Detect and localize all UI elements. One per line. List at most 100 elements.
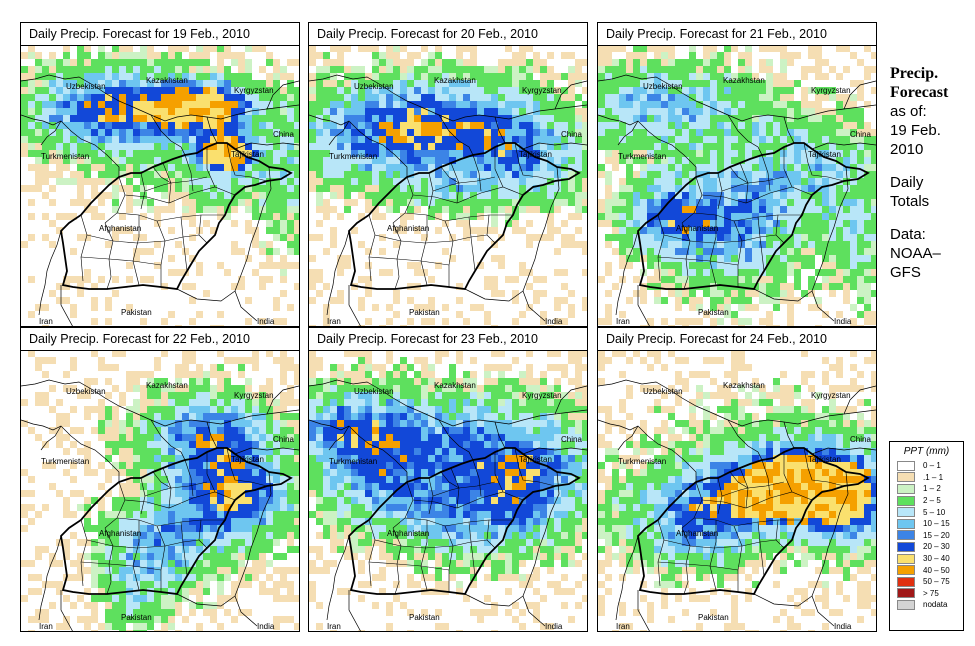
precip-cell bbox=[850, 129, 857, 136]
precip-cell bbox=[273, 448, 280, 455]
precip-cell bbox=[266, 108, 273, 115]
precip-cell bbox=[280, 371, 287, 378]
precip-cell bbox=[731, 115, 738, 122]
precip-cell bbox=[21, 115, 28, 122]
precip-cell bbox=[70, 311, 77, 318]
precip-cell bbox=[105, 581, 112, 588]
precip-cell bbox=[294, 364, 299, 371]
precip-cell bbox=[316, 178, 323, 185]
precip-cell bbox=[787, 136, 794, 143]
country-border bbox=[150, 114, 186, 156]
precip-cell bbox=[351, 108, 358, 115]
precip-cell bbox=[605, 304, 612, 311]
precip-cell bbox=[575, 206, 582, 213]
precip-cell bbox=[808, 283, 815, 290]
precip-cell bbox=[808, 262, 815, 269]
precip-cell bbox=[273, 80, 280, 87]
precip-cell bbox=[752, 269, 759, 276]
precip-cell bbox=[491, 73, 498, 80]
precip-cell bbox=[505, 378, 512, 385]
precip-cell bbox=[175, 171, 182, 178]
precip-cell bbox=[337, 171, 344, 178]
precip-cell bbox=[605, 94, 612, 101]
precip-cell bbox=[463, 108, 470, 115]
precip-cell bbox=[598, 115, 605, 122]
precip-cell bbox=[843, 269, 850, 276]
precip-cell bbox=[857, 143, 864, 150]
precip-cell bbox=[400, 399, 407, 406]
precip-cell bbox=[864, 241, 871, 248]
precip-cell bbox=[689, 220, 696, 227]
precip-cell bbox=[189, 413, 196, 420]
precip-cell bbox=[675, 66, 682, 73]
precip-cell bbox=[56, 581, 63, 588]
precip-cell bbox=[231, 94, 238, 101]
precip-cell bbox=[696, 94, 703, 101]
precip-cell bbox=[63, 497, 70, 504]
precip-cell bbox=[49, 220, 56, 227]
precip-cell bbox=[843, 220, 850, 227]
precip-cell bbox=[654, 129, 661, 136]
precip-cell bbox=[238, 490, 245, 497]
precip-cell bbox=[540, 143, 547, 150]
precip-cell bbox=[710, 185, 717, 192]
precip-cell bbox=[598, 59, 605, 66]
precip-cell bbox=[280, 441, 287, 448]
precip-cell bbox=[344, 136, 351, 143]
precip-cell bbox=[203, 511, 210, 518]
precip-cell bbox=[731, 185, 738, 192]
precip-cell bbox=[203, 539, 210, 546]
precip-cell bbox=[703, 143, 710, 150]
precip-cell bbox=[435, 73, 442, 80]
precip-cell bbox=[463, 227, 470, 234]
precip-cell bbox=[168, 129, 175, 136]
precip-cell bbox=[463, 136, 470, 143]
precip-cell bbox=[619, 255, 626, 262]
precip-cell bbox=[266, 80, 273, 87]
precip-cell bbox=[456, 185, 463, 192]
precip-cell bbox=[864, 129, 871, 136]
precip-cell bbox=[330, 87, 337, 94]
precip-cell bbox=[540, 171, 547, 178]
precip-cell bbox=[498, 66, 505, 73]
precip-cell bbox=[745, 150, 752, 157]
precip-cell bbox=[393, 59, 400, 66]
precip-cell bbox=[28, 311, 35, 318]
precip-cell bbox=[724, 297, 731, 304]
precip-cell bbox=[56, 623, 63, 630]
precip-cell bbox=[752, 171, 759, 178]
precip-cell bbox=[245, 73, 252, 80]
precip-cell bbox=[477, 66, 484, 73]
precip-cell bbox=[35, 101, 42, 108]
precip-cell bbox=[175, 490, 182, 497]
precip-cell bbox=[168, 392, 175, 399]
precip-cell bbox=[126, 171, 133, 178]
precip-cell bbox=[773, 73, 780, 80]
precip-cell bbox=[161, 66, 168, 73]
precip-cell bbox=[519, 143, 526, 150]
precip-cell bbox=[449, 108, 456, 115]
precip-cell bbox=[759, 45, 766, 52]
precip-cell bbox=[554, 94, 561, 101]
precip-cell bbox=[850, 213, 857, 220]
precip-cell bbox=[77, 192, 84, 199]
precip-cell bbox=[105, 476, 112, 483]
precip-cell bbox=[344, 115, 351, 122]
precip-cell bbox=[582, 297, 587, 304]
precip-cell bbox=[463, 234, 470, 241]
precip-cell bbox=[519, 371, 526, 378]
precip-cell bbox=[568, 290, 575, 297]
precip-cell bbox=[217, 350, 224, 357]
precip-cell bbox=[287, 262, 294, 269]
precip-cell bbox=[773, 129, 780, 136]
precip-cell bbox=[98, 567, 105, 574]
precip-cell bbox=[203, 490, 210, 497]
precip-cell bbox=[554, 269, 561, 276]
precip-cell bbox=[794, 227, 801, 234]
precip-grid bbox=[309, 45, 587, 326]
precip-cell bbox=[210, 574, 217, 581]
precip-cell bbox=[717, 206, 724, 213]
precip-cell bbox=[400, 94, 407, 101]
precip-cell bbox=[294, 413, 299, 420]
precip-cell bbox=[605, 143, 612, 150]
